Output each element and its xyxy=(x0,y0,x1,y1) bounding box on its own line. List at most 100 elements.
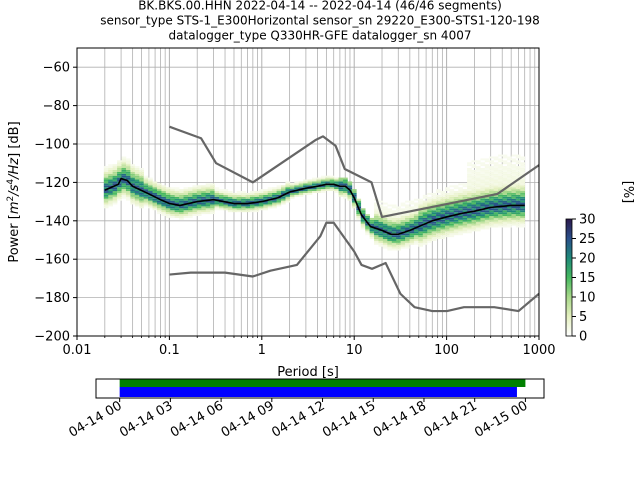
heatmap-cell xyxy=(382,210,388,213)
heatmap-cell xyxy=(489,189,494,192)
heatmap-cell xyxy=(462,217,468,220)
heatmap-cell xyxy=(444,206,450,209)
heatmap-cell xyxy=(458,231,463,234)
heatmap-cell xyxy=(360,221,366,224)
heatmap-cell xyxy=(502,198,508,201)
heatmap-cell xyxy=(108,204,113,207)
heatmap-cell xyxy=(458,208,463,211)
heatmap-cell xyxy=(214,206,220,209)
heatmap-cell xyxy=(467,229,472,232)
heatmap-cell xyxy=(121,192,127,195)
heatmap-cell xyxy=(205,194,211,197)
heatmap-cell xyxy=(431,204,437,207)
heatmap-cell xyxy=(267,189,273,192)
heatmap-cell xyxy=(427,227,432,230)
heatmap-cell xyxy=(484,225,490,228)
heatmap-cell xyxy=(152,191,158,193)
heatmap-cell xyxy=(152,187,158,190)
heatmap-cell xyxy=(387,240,393,243)
heatmap-cell xyxy=(489,173,494,176)
heatmap-cell xyxy=(506,206,512,209)
heatmap-cell xyxy=(130,166,136,168)
heatmap-cell xyxy=(161,208,167,211)
heatmap-cell xyxy=(475,208,481,211)
heatmap-cell xyxy=(108,185,113,188)
heatmap-cell xyxy=(405,235,410,238)
heatmap-cell xyxy=(493,204,499,207)
heatmap-cell xyxy=(506,164,512,167)
heatmap-cell xyxy=(413,231,419,234)
heatmap-cell xyxy=(484,181,490,184)
heatmap-cell xyxy=(121,160,127,163)
heatmap-cell xyxy=(210,185,215,188)
heatmap-cell xyxy=(374,239,379,241)
heatmap-cell xyxy=(201,202,206,205)
heatmap-cell xyxy=(405,231,410,234)
heatmap-cell xyxy=(480,217,486,220)
heatmap-cell xyxy=(139,187,144,190)
heatmap-cell xyxy=(179,206,184,209)
heatmap-cell xyxy=(334,179,339,182)
heatmap-cell xyxy=(148,187,153,190)
heatmap-cell xyxy=(117,183,122,186)
y-tick-label: −140 xyxy=(34,214,70,229)
heatmap-cell xyxy=(422,240,428,243)
heatmap-cell xyxy=(170,196,175,199)
heatmap-cell xyxy=(493,219,499,222)
heatmap-cell xyxy=(351,206,357,209)
heatmap-cell xyxy=(174,200,180,203)
heatmap-cell xyxy=(192,198,198,201)
heatmap-cell xyxy=(387,210,393,213)
heatmap-cell xyxy=(161,196,167,199)
heatmap-cell xyxy=(467,194,472,197)
heatmap-cell xyxy=(413,212,419,215)
heatmap-cell xyxy=(418,242,424,245)
heatmap-cell xyxy=(520,225,525,228)
heatmap-cell xyxy=(192,208,198,211)
heatmap-cell xyxy=(484,227,490,230)
heatmap-cell xyxy=(130,164,136,167)
heatmap-cell xyxy=(387,229,393,232)
heatmap-cell xyxy=(511,196,517,199)
heatmap-cell xyxy=(511,173,517,176)
heatmap-cell xyxy=(396,227,401,230)
heatmap-cell xyxy=(179,192,184,195)
heatmap-cell xyxy=(427,212,432,215)
heatmap-cell xyxy=(196,210,202,213)
heatmap-cell xyxy=(187,187,193,190)
heatmap-cell xyxy=(125,189,131,192)
heatmap-cell xyxy=(409,237,415,240)
heatmap-cell xyxy=(192,187,198,190)
heatmap-cell xyxy=(187,208,193,211)
heatmap-cell xyxy=(480,200,486,203)
heatmap-cell xyxy=(130,181,136,184)
heatmap-cell xyxy=(192,214,198,216)
heatmap-cell xyxy=(161,204,167,207)
heatmap-cell xyxy=(152,202,158,205)
colorbar-gradient xyxy=(565,218,573,337)
heatmap-cell xyxy=(103,191,109,193)
heatmap-cell xyxy=(493,166,499,168)
heatmap-cell xyxy=(489,223,494,226)
heatmap-cell xyxy=(187,189,193,192)
heatmap-cell xyxy=(374,240,379,243)
heatmap-cell xyxy=(258,189,264,192)
heatmap-cell xyxy=(307,185,313,188)
heatmap-cell xyxy=(232,196,238,199)
heatmap-cell xyxy=(453,192,459,195)
heatmap-cell xyxy=(281,202,286,205)
heatmap-cell xyxy=(227,200,233,203)
heatmap-cell xyxy=(365,217,370,220)
heatmap-cell xyxy=(506,198,512,201)
heatmap-cell xyxy=(502,214,508,216)
heatmap-cell xyxy=(511,177,517,180)
heatmap-cell xyxy=(506,173,512,176)
heatmap-cell xyxy=(117,185,122,188)
heatmap-cell xyxy=(396,206,401,209)
heatmap-cell xyxy=(480,183,486,186)
heatmap-cell xyxy=(121,168,127,170)
heatmap-cell xyxy=(112,198,118,201)
heatmap-cell xyxy=(400,227,406,230)
heatmap-cell xyxy=(196,212,202,215)
heatmap-cell xyxy=(161,212,167,215)
